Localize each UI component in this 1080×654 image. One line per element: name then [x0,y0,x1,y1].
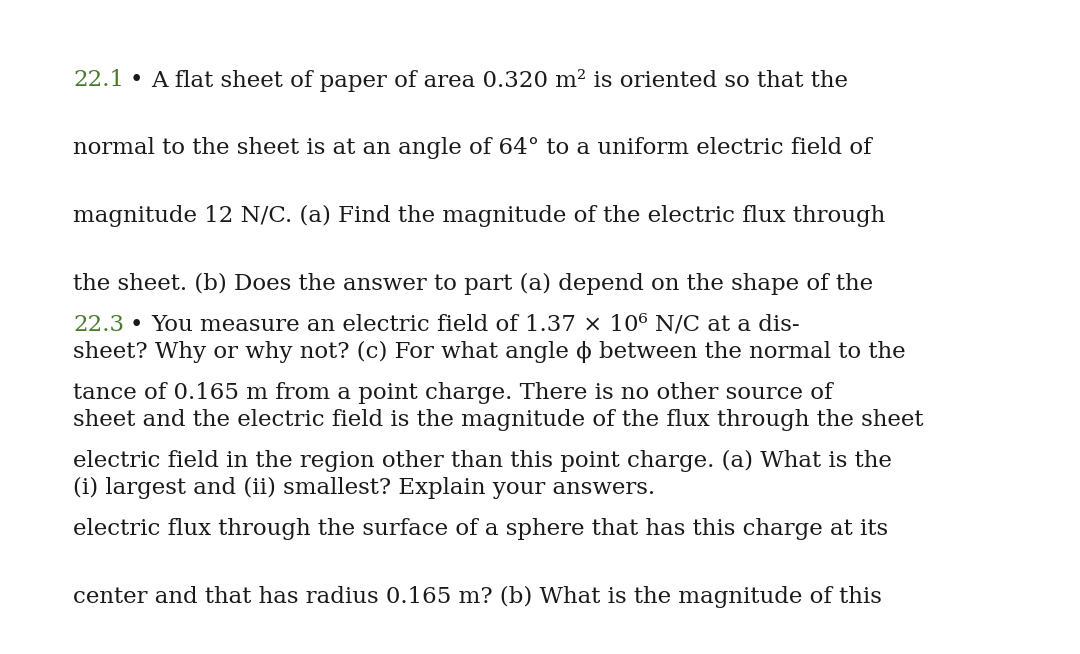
Text: 22.3: 22.3 [73,314,124,336]
Text: sheet? Why or why not? (c) For what angle ϕ between the normal to the: sheet? Why or why not? (c) For what angl… [73,341,906,363]
Text: normal to the sheet is at an angle of 64° to a uniform electric field of: normal to the sheet is at an angle of 64… [73,137,872,159]
Text: •: • [130,69,143,91]
Text: 22.1: 22.1 [73,69,124,91]
Text: center and that has radius 0.165 m? (b) What is the magnitude of this: center and that has radius 0.165 m? (b) … [73,586,882,608]
Text: A flat sheet of paper of area 0.320 m² is oriented so that the: A flat sheet of paper of area 0.320 m² i… [151,69,848,92]
Text: tance of 0.165 m from a point charge. There is no other source of: tance of 0.165 m from a point charge. Th… [73,382,833,404]
Text: electric field in the region other than this point charge. (a) What is the: electric field in the region other than … [73,450,892,472]
Text: sheet and the electric field is the magnitude of the flux through the sheet: sheet and the electric field is the magn… [73,409,924,431]
Text: the sheet. (b) Does the answer to part (a) depend on the shape of the: the sheet. (b) Does the answer to part (… [73,273,874,295]
Text: magnitude 12 N/C. (a) Find the magnitude of the electric flux through: magnitude 12 N/C. (a) Find the magnitude… [73,205,886,227]
Text: (i) largest and (ii) smallest? Explain your answers.: (i) largest and (ii) smallest? Explain y… [73,477,656,499]
Text: You measure an electric field of 1.37 × 10⁶ N/C at a dis-: You measure an electric field of 1.37 × … [151,314,800,336]
Text: electric flux through the surface of a sphere that has this charge at its: electric flux through the surface of a s… [73,518,889,540]
Text: •: • [130,314,143,336]
